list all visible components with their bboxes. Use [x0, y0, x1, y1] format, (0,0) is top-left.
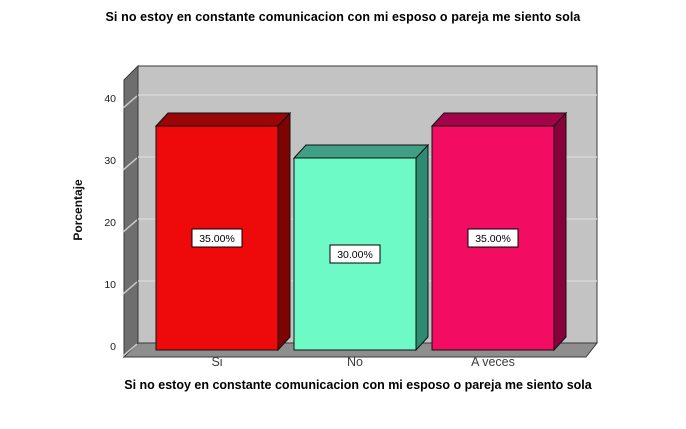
bar-value-label-box [467, 228, 519, 248]
x-category-label-si: Si [211, 355, 222, 369]
y-tick-label: 10 [104, 279, 116, 291]
y-axis-title: Porcentaje [71, 179, 85, 241]
chart-title: Si no estoy en constante comunicacion co… [105, 10, 581, 24]
y-tick-hatch [122, 157, 138, 171]
bar-si-top [154, 112, 292, 127]
bar-value-label-box [329, 244, 381, 264]
x-category-label-no: No [347, 355, 363, 369]
y-tick-label: 40 [104, 93, 116, 105]
bar-no-top [292, 144, 430, 159]
y-tick-label: 20 [104, 217, 116, 229]
y-tick-hatch [122, 219, 138, 233]
bar-no-side [415, 143, 429, 352]
x-axis-title: Si no estoy en constante comunicacion co… [124, 378, 592, 392]
y-tick-hatch [122, 95, 138, 109]
y-tick-label: 0 [110, 341, 116, 353]
chart-left-wall [123, 64, 139, 359]
bar-value-label: 35.00% [475, 233, 511, 245]
bar-a-veces-side [553, 111, 567, 352]
bar-value-label: 30.00% [337, 249, 373, 261]
x-category-label-a-veces: A veces [471, 355, 515, 369]
bar-a-veces-top [430, 112, 568, 127]
bar-si-side [277, 111, 291, 352]
bar-value-label: 35.00% [199, 233, 235, 245]
y-tick-label: 30 [104, 155, 116, 167]
y-tick-hatch [122, 343, 138, 357]
bar-value-label-box [191, 228, 243, 248]
y-tick-hatch [122, 281, 138, 295]
